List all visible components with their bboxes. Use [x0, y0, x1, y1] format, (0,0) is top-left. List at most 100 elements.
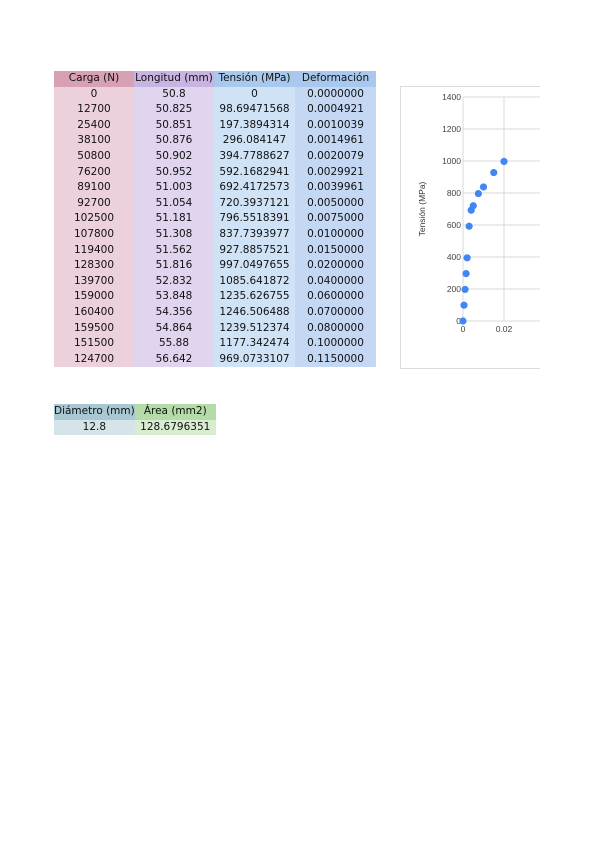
cell-deformacion[interactable]: 0.0800000: [295, 320, 376, 337]
cell-deformacion[interactable]: 0.0004921: [295, 102, 376, 118]
cell-carga[interactable]: 119400: [54, 242, 134, 259]
cell-longitud[interactable]: 55.88: [134, 336, 214, 352]
cell-tension[interactable]: 0: [214, 86, 295, 103]
area-value[interactable]: 128.6796351: [134, 419, 216, 436]
cell-deformacion[interactable]: 0.0000000: [295, 86, 376, 103]
cell-tension[interactable]: 296.084147: [214, 133, 295, 149]
cell-longitud[interactable]: 50.902: [134, 148, 214, 165]
cell-longitud[interactable]: 56.642: [134, 351, 214, 368]
data-point[interactable]: [462, 270, 470, 278]
data-point[interactable]: [469, 202, 477, 210]
cell-tension[interactable]: 592.1682941: [214, 164, 295, 181]
cell-deformacion[interactable]: 0.0700000: [295, 304, 376, 321]
data-point[interactable]: [459, 317, 467, 325]
cell-longitud[interactable]: 50.851: [134, 117, 214, 134]
cell-deformacion[interactable]: 0.0039961: [295, 180, 376, 196]
cell-carga[interactable]: 89100: [54, 180, 134, 196]
cell-carga[interactable]: 38100: [54, 133, 134, 149]
y-tick-label: 1400: [442, 92, 461, 102]
table-row: 124700 56.642 969.0733107 0.1150000: [54, 351, 376, 368]
cell-deformacion[interactable]: 0.0029921: [295, 164, 376, 181]
cell-carga[interactable]: 151500: [54, 336, 134, 352]
cell-deformacion[interactable]: 0.0600000: [295, 289, 376, 305]
diametro-value[interactable]: 12.8: [54, 419, 135, 436]
cell-tension[interactable]: 1085.641872: [214, 273, 295, 290]
cell-deformacion[interactable]: 0.0100000: [295, 226, 376, 243]
table-row: 92700 51.054 720.3937121 0.0050000: [54, 195, 376, 212]
cell-longitud[interactable]: 53.848: [134, 289, 214, 305]
table-row: 102500 51.181 796.5518391 0.0075000: [54, 211, 376, 227]
cell-longitud[interactable]: 51.562: [134, 242, 214, 259]
cell-tension[interactable]: 692.4172573: [214, 180, 295, 196]
cell-carga[interactable]: 92700: [54, 195, 134, 212]
cell-carga[interactable]: 159000: [54, 289, 134, 305]
cell-longitud[interactable]: 50.8: [134, 86, 214, 103]
data-point[interactable]: [490, 168, 498, 177]
cell-tension[interactable]: 796.5518391: [214, 211, 295, 227]
table-row: 151500 55.88 1177.342474 0.1000000: [54, 336, 376, 352]
cell-carga[interactable]: 76200: [54, 164, 134, 181]
header-deformacion[interactable]: Deformación: [295, 71, 376, 87]
cell-carga[interactable]: 160400: [54, 304, 134, 321]
data-point[interactable]: [460, 301, 468, 309]
cell-tension[interactable]: 197.3894314: [214, 117, 295, 134]
y-tick-label: 800: [447, 188, 461, 198]
cell-tension[interactable]: 997.0497655: [214, 258, 295, 274]
cell-carga[interactable]: 139700: [54, 273, 134, 290]
cell-tension[interactable]: 720.3937121: [214, 195, 295, 212]
cell-longitud[interactable]: 54.864: [134, 320, 214, 337]
data-point[interactable]: [474, 189, 482, 198]
cell-deformacion[interactable]: 0.0400000: [295, 273, 376, 290]
cell-carga[interactable]: 25400: [54, 117, 134, 134]
header-tension[interactable]: Tensión (MPa): [214, 71, 295, 87]
cell-deformacion[interactable]: 0.0150000: [295, 242, 376, 259]
cell-carga[interactable]: 102500: [54, 211, 134, 227]
cell-longitud[interactable]: 52.832: [134, 273, 214, 290]
data-point[interactable]: [463, 254, 471, 262]
cell-deformacion[interactable]: 0.1000000: [295, 336, 376, 352]
x-tick-label: 0.02: [496, 324, 513, 334]
cell-tension[interactable]: 1246.506488: [214, 304, 295, 321]
cell-carga[interactable]: 159500: [54, 320, 134, 337]
data-point[interactable]: [479, 183, 488, 191]
cell-tension[interactable]: 837.7393977: [214, 226, 295, 243]
cell-tension[interactable]: 927.8857521: [214, 242, 295, 259]
cell-carga[interactable]: 12700: [54, 102, 134, 118]
cell-tension[interactable]: 1235.626755: [214, 289, 295, 305]
cell-deformacion[interactable]: 0.0050000: [295, 195, 376, 212]
cell-longitud[interactable]: 51.054: [134, 195, 214, 212]
header-area[interactable]: Área (mm2): [134, 404, 216, 420]
cell-tension[interactable]: 969.0733107: [214, 351, 295, 368]
cell-carga[interactable]: 124700: [54, 351, 134, 368]
cell-longitud[interactable]: 51.181: [134, 211, 214, 227]
header-longitud[interactable]: Longitud (mm): [134, 71, 214, 87]
cell-carga[interactable]: 50800: [54, 148, 134, 165]
cell-tension[interactable]: 1239.512374: [214, 320, 295, 337]
data-point[interactable]: [465, 222, 473, 230]
cell-deformacion[interactable]: 0.0075000: [295, 211, 376, 227]
cell-tension[interactable]: 394.7788627: [214, 148, 295, 165]
y-tick-label: 200: [447, 284, 461, 294]
data-point[interactable]: [461, 285, 469, 294]
cell-deformacion[interactable]: 0.0014961: [295, 133, 376, 149]
header-carga[interactable]: Carga (N): [54, 71, 134, 87]
cell-carga[interactable]: 0: [54, 86, 134, 103]
cell-carga[interactable]: 128300: [54, 258, 134, 274]
cell-longitud[interactable]: 50.825: [134, 102, 214, 118]
cell-deformacion[interactable]: 0.1150000: [295, 351, 376, 368]
cell-longitud[interactable]: 54.356: [134, 304, 214, 321]
cell-longitud[interactable]: 51.816: [134, 258, 214, 274]
cell-longitud[interactable]: 50.876: [134, 133, 214, 149]
cell-tension[interactable]: 98.69471568: [214, 102, 295, 118]
cell-deformacion[interactable]: 0.0010039: [295, 117, 376, 134]
cell-deformacion[interactable]: 0.0200000: [295, 258, 376, 274]
cell-longitud[interactable]: 51.003: [134, 180, 214, 196]
cell-longitud[interactable]: 50.952: [134, 164, 214, 181]
cell-carga[interactable]: 107800: [54, 226, 134, 243]
cell-longitud[interactable]: 51.308: [134, 226, 214, 243]
cell-tension[interactable]: 1177.342474: [214, 336, 295, 352]
cell-deformacion[interactable]: 0.0020079: [295, 148, 376, 165]
header-diametro[interactable]: Diámetro (mm): [54, 404, 135, 420]
data-point[interactable]: [500, 157, 508, 166]
